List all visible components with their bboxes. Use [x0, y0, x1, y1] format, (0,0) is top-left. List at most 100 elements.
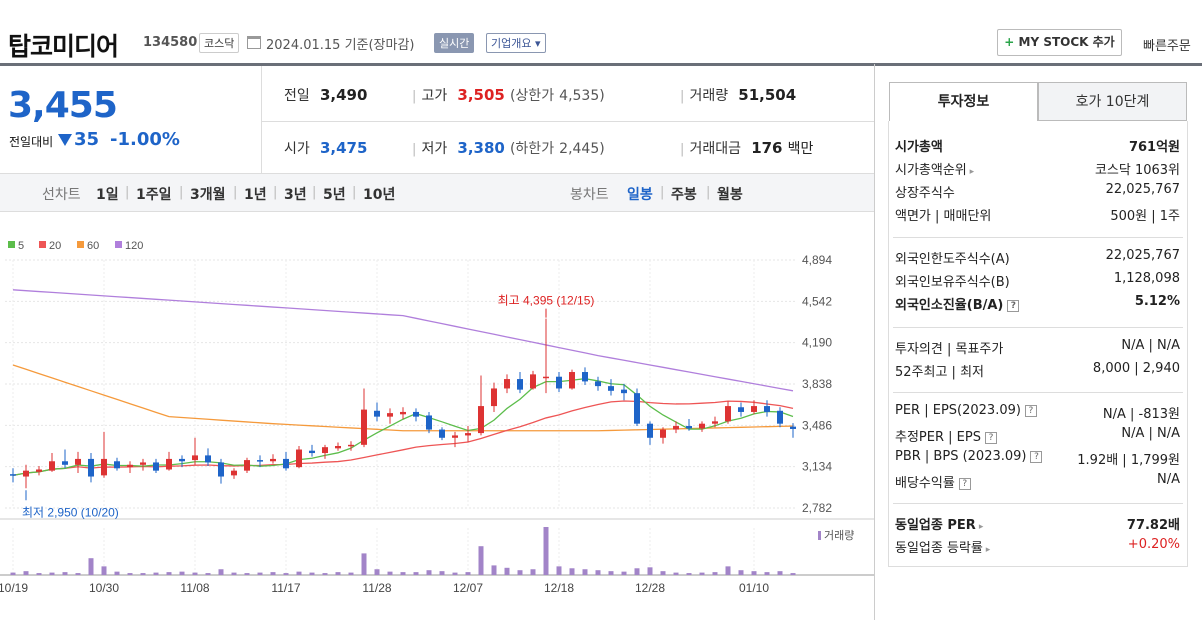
candle-body [101, 458, 107, 476]
volume-bar [62, 572, 68, 575]
volume-bar [426, 570, 432, 575]
volume-bar [621, 571, 627, 575]
separator: | [273, 185, 278, 200]
legend-swatch [115, 241, 122, 248]
tab-order-book[interactable]: 호가 10단계 [1038, 82, 1187, 121]
volume-bar [88, 558, 94, 575]
info-label[interactable]: 동일업종 등락률 ▸ [895, 541, 991, 556]
info-value: 500원 | 1주 [1110, 209, 1180, 224]
y-tick-label: 4,190 [802, 336, 832, 350]
volume-bar [283, 573, 289, 575]
candle-body [426, 415, 432, 430]
candle-body [543, 376, 549, 379]
y-tick-label: 3,486 [802, 418, 832, 432]
candle-body [322, 447, 328, 454]
period-1[interactable]: 1주일 [136, 187, 172, 203]
help-icon[interactable]: ? [1030, 450, 1043, 463]
candle-chart-label: 봉차트 [570, 187, 609, 203]
info-label: 투자의견 | 목표주가 [895, 342, 1004, 357]
header-divider [0, 63, 1202, 66]
help-icon[interactable]: ? [958, 477, 971, 490]
x-tick-label: 11/08 [180, 581, 209, 595]
volume-bar [335, 572, 341, 575]
candle-body [192, 455, 198, 461]
volume-bar [218, 569, 224, 575]
period-0[interactable]: 1일 [96, 187, 119, 203]
period-6[interactable]: 10년 [363, 187, 396, 203]
line-chart-label: 선차트 [42, 187, 81, 203]
info-value: 761억원 [1128, 140, 1180, 155]
candle-body [465, 433, 471, 436]
y-tick-label: 3,134 [802, 460, 832, 474]
candle-body [36, 469, 42, 472]
volume-bar [569, 568, 575, 575]
company-overview-button[interactable]: 기업개요 ▾ [486, 33, 546, 53]
candle-body [387, 413, 393, 417]
info-value: 77.82배 [1126, 518, 1180, 533]
help-icon[interactable]: ? [984, 431, 997, 444]
candle-period-1[interactable]: 주봉 [671, 187, 697, 203]
volume-bar [686, 573, 692, 575]
info-label[interactable]: 시가총액순위 ▸ [895, 163, 975, 178]
candle-body [790, 426, 796, 429]
info-label[interactable]: 외국인소진율(B/A)? [895, 294, 1020, 313]
info-label[interactable]: 추정PER | EPS? [895, 426, 997, 445]
info-divider [893, 503, 1183, 504]
help-icon[interactable]: ? [1024, 404, 1037, 417]
candle-body [166, 458, 172, 470]
info-label[interactable]: PBR | BPS (2023.09)? [895, 449, 1043, 464]
volume-bar [36, 573, 42, 575]
volume-bar [595, 570, 601, 575]
candle-period-0[interactable]: 일봉 [627, 187, 653, 203]
volume-bar [322, 573, 328, 575]
candle-body [127, 464, 133, 468]
info-label[interactable]: 동일업종 PER ▸ [895, 518, 984, 533]
overview-label: 기업개요 [491, 37, 532, 50]
stock-code: 134580 [143, 35, 198, 50]
candle-body [725, 406, 731, 422]
period-3[interactable]: 1년 [244, 187, 267, 203]
volume-bar [257, 572, 263, 575]
candle-body [660, 429, 666, 438]
volume-bar [179, 571, 185, 575]
volume-bar [608, 571, 614, 575]
info-label[interactable]: 배당수익률? [895, 472, 971, 491]
candle-period-2[interactable]: 월봉 [717, 187, 743, 203]
candle-body [335, 446, 341, 449]
candle-body [283, 458, 289, 469]
quick-order-link[interactable]: 빠른주문 [1143, 39, 1191, 54]
volume-bar [387, 571, 393, 575]
current-price: 3,455 [8, 85, 118, 126]
info-value: +0.20% [1127, 537, 1180, 552]
candle-body [88, 458, 94, 477]
volume-bar [504, 567, 510, 575]
period-4[interactable]: 3년 [284, 187, 307, 203]
candle-body [699, 423, 705, 429]
low-annotation: 최저 2,950 (10/20) [22, 505, 119, 519]
candle-body [205, 455, 211, 463]
help-icon[interactable]: ? [1007, 299, 1020, 312]
high-label: 고가 [421, 88, 448, 104]
volume-bar [348, 572, 354, 575]
quote-divider [262, 121, 874, 122]
period-5[interactable]: 5년 [323, 187, 346, 203]
ma120-line [12, 289, 794, 392]
period-2[interactable]: 3개월 [190, 187, 226, 203]
candle-body [491, 388, 497, 407]
volume-bar [166, 572, 172, 575]
info-value: 5.12% [1134, 294, 1180, 309]
candle-body [413, 411, 419, 417]
volume-bar [647, 567, 653, 575]
chevron-right-icon: ▸ [975, 522, 984, 532]
y-tick-label: 2,782 [802, 501, 832, 515]
add-my-stock-button[interactable]: + MY STOCK 추가 [997, 29, 1122, 56]
candle-body [738, 407, 744, 412]
tab-investment-info[interactable]: 투자정보 [889, 82, 1038, 121]
realtime-button[interactable]: 실시간 [434, 33, 475, 53]
separator: | [706, 185, 711, 200]
info-label[interactable]: PER | EPS(2023.09)? [895, 403, 1037, 418]
volume-bar [400, 572, 406, 575]
volume-bar [738, 570, 744, 575]
high-annotation: 최고 4,395 (12/15) [498, 294, 595, 308]
upper-limit-label: (상한가 [509, 88, 555, 104]
